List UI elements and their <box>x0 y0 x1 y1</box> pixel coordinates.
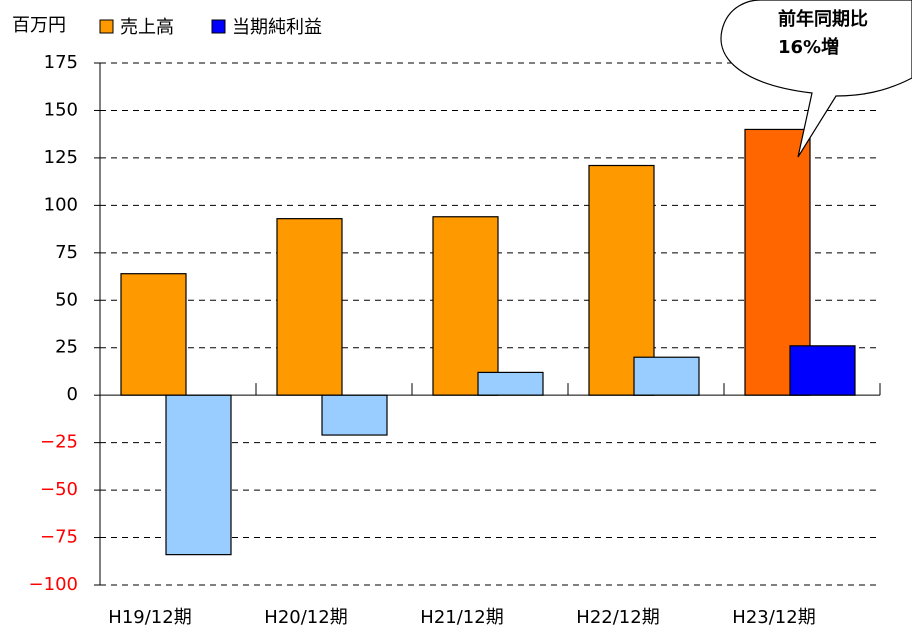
bar <box>588 164 655 396</box>
bar <box>789 345 856 396</box>
callout-bubble <box>720 0 912 158</box>
bar <box>321 394 388 436</box>
bar <box>120 273 187 396</box>
y-tick-label: −100 <box>29 574 78 595</box>
y-tick-label: 100 <box>44 194 78 215</box>
bar <box>165 394 232 556</box>
legend-swatch <box>99 19 114 34</box>
legend-label: 売上高 <box>120 17 174 38</box>
legend-swatch <box>211 19 226 34</box>
x-tick-label: H23/12期 <box>732 607 815 628</box>
y-tick-label: 25 <box>55 337 78 358</box>
annotation-line: 前年同期比 <box>778 8 868 30</box>
y-tick-label: −75 <box>40 527 78 548</box>
legend-label: 当期純利益 <box>232 17 322 38</box>
y-tick-label: 125 <box>44 147 78 168</box>
y-tick-label: 175 <box>44 52 78 73</box>
plot: −100 −75 −50 −25 0 25 50 75 100 125 150 175 H19/12期 H… <box>29 52 881 628</box>
y-tick-label: 50 <box>55 289 78 310</box>
annotation-line: 16%増 <box>778 36 839 58</box>
y-tick-label: −25 <box>40 432 78 453</box>
bar <box>276 218 343 396</box>
bar <box>432 216 499 396</box>
x-tick-label: H19/12期 <box>108 607 191 628</box>
y-tick-label: 0 <box>67 384 78 405</box>
bar <box>633 356 700 396</box>
y-unit: 百万円 <box>12 15 66 36</box>
x-tick-label: H20/12期 <box>264 607 347 628</box>
y-tick-label: 150 <box>44 99 78 120</box>
x-tick-label: H22/12期 <box>576 607 659 628</box>
y-tick-label: −50 <box>40 479 78 500</box>
x-tick-label: H21/12期 <box>420 607 503 628</box>
bar <box>477 371 544 396</box>
y-tick-label: 75 <box>55 242 78 263</box>
